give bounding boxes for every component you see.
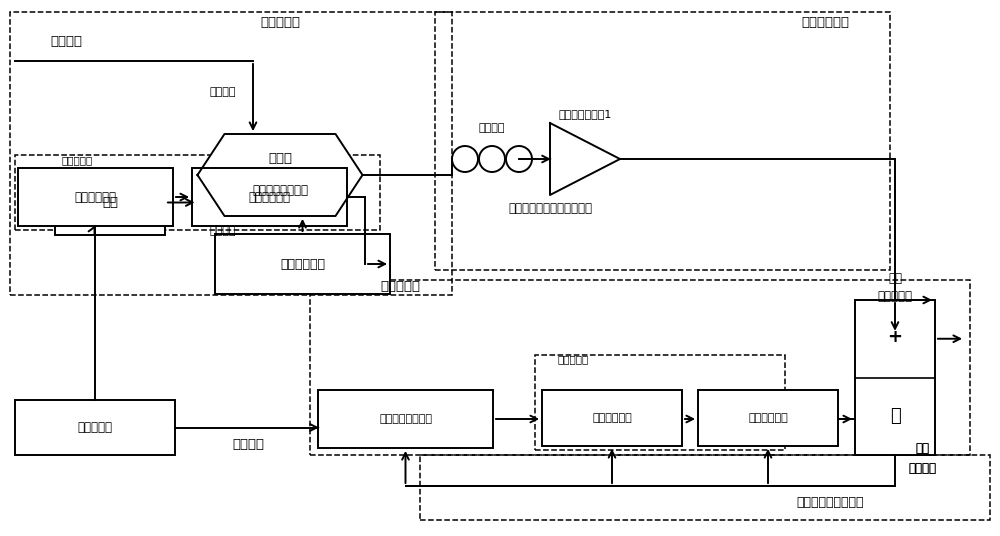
Text: －: － bbox=[890, 407, 900, 425]
Text: 有用信号: 有用信号 bbox=[908, 461, 936, 474]
Bar bbox=[15, 400, 175, 455]
Bar bbox=[542, 390, 682, 446]
Text: 可调电衰减器: 可调电衰减器 bbox=[74, 190, 116, 204]
Text: 直流偏置: 直流偏置 bbox=[210, 87, 237, 97]
Text: 电吸收调制激光器: 电吸收调制激光器 bbox=[379, 414, 432, 424]
Bar bbox=[310, 280, 970, 455]
Text: 解调: 解调 bbox=[915, 442, 929, 455]
Bar bbox=[535, 355, 785, 450]
Bar bbox=[55, 170, 165, 235]
Text: 接收端密钥: 接收端密钥 bbox=[558, 354, 589, 364]
Bar bbox=[318, 390, 493, 448]
Text: 发送端模块: 发送端模块 bbox=[260, 16, 300, 28]
Bar bbox=[15, 155, 380, 230]
Text: 发送端密钥: 发送端密钥 bbox=[62, 155, 93, 165]
Bar bbox=[18, 168, 173, 226]
Text: 直流偏置: 直流偏置 bbox=[210, 226, 237, 236]
Text: 光纤传输模块: 光纤传输模块 bbox=[801, 16, 849, 28]
Text: 模拟噪声源: 模拟噪声源 bbox=[78, 421, 112, 434]
Bar bbox=[192, 168, 347, 226]
Text: 有用信号: 有用信号 bbox=[908, 461, 936, 474]
Text: 参考信号: 参考信号 bbox=[232, 437, 264, 450]
Text: +: + bbox=[888, 327, 903, 346]
Bar bbox=[215, 234, 390, 294]
Polygon shape bbox=[198, 134, 362, 216]
Bar bbox=[420, 455, 990, 520]
Text: 掺铒光纤放大器1: 掺铒光纤放大器1 bbox=[558, 109, 612, 119]
Text: 平衡: 平衡 bbox=[888, 272, 902, 285]
Bar bbox=[435, 12, 890, 270]
Text: 可调光衰减器: 可调光衰减器 bbox=[748, 413, 788, 423]
Text: 马赫曾德尔调制器: 马赫曾德尔调制器 bbox=[252, 183, 308, 197]
Text: 可调光延时线: 可调光延时线 bbox=[592, 413, 632, 423]
Bar bbox=[855, 300, 935, 455]
Text: 有用信号: 有用信号 bbox=[50, 34, 82, 48]
Text: 自适应控制密钥生成: 自适应控制密钥生成 bbox=[796, 495, 864, 509]
Text: 解调: 解调 bbox=[915, 442, 929, 455]
Text: 拜伦电反相器: 拜伦电反相器 bbox=[280, 257, 325, 271]
Text: 接收端模块: 接收端模块 bbox=[380, 279, 420, 293]
Text: 双驱动: 双驱动 bbox=[268, 152, 292, 165]
Text: 单模光纤: 单模光纤 bbox=[479, 123, 505, 133]
Bar bbox=[698, 390, 838, 446]
Text: 光电探测器: 光电探测器 bbox=[878, 289, 913, 302]
Text: 可调电延时线: 可调电延时线 bbox=[248, 190, 290, 204]
Text: 模拟噪声加密后的有用信号: 模拟噪声加密后的有用信号 bbox=[508, 202, 592, 214]
Polygon shape bbox=[550, 123, 620, 195]
Text: 光源: 光源 bbox=[102, 196, 118, 209]
Bar bbox=[10, 12, 452, 295]
